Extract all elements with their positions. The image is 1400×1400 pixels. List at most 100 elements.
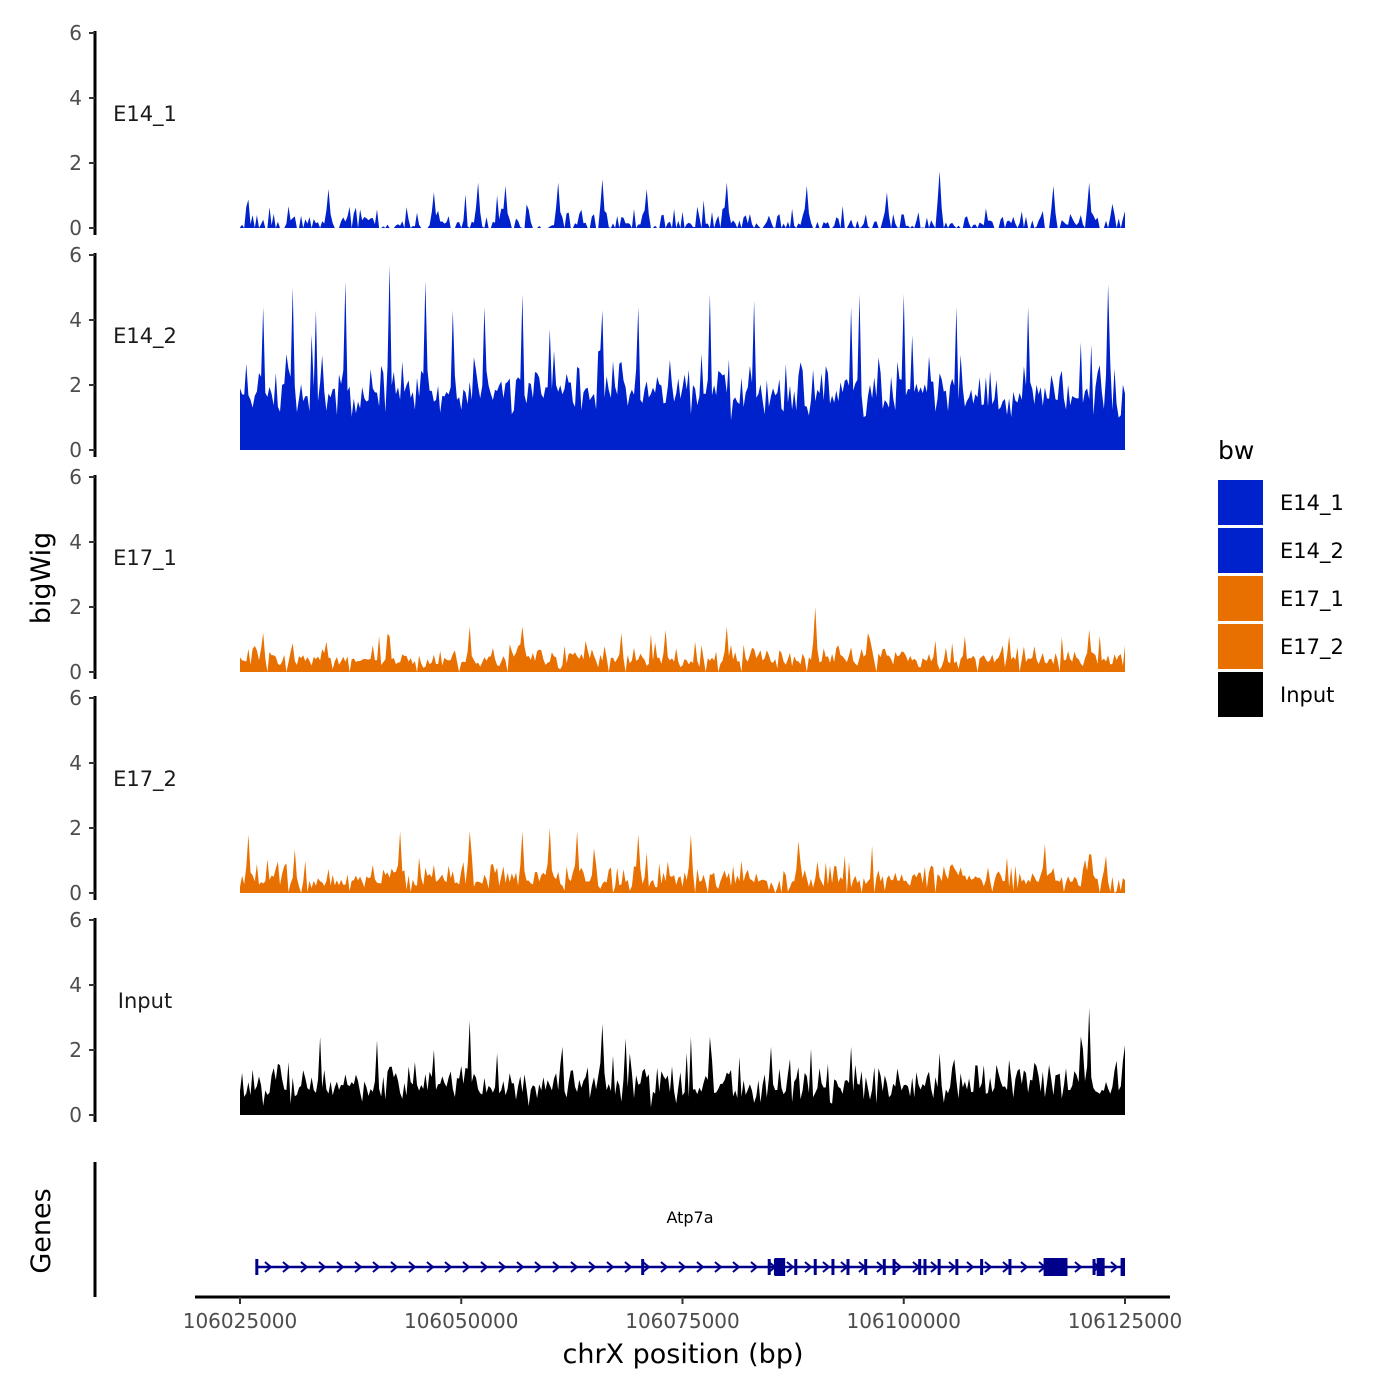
x-tick-label: 106025000 [183,1309,298,1333]
legend-label: E17_1 [1280,587,1344,612]
strand-arrow [516,1261,525,1273]
y-tick-label: 0 [69,438,82,462]
y-tick-label: 4 [69,308,82,332]
y-tick-label: 6 [69,21,82,45]
exon-block [1096,1258,1105,1276]
exon [937,1259,941,1275]
legend: bw E14_1 E14_2 E17_1 E17_2 Input [1218,436,1344,717]
strand-arrow [642,1261,651,1273]
strand-arrow [948,1261,957,1273]
y-tick-label: 6 [69,908,82,932]
track-label: E14_2 [113,324,177,349]
legend-swatch [1218,624,1263,669]
signal-tracks: 0 2 4 6 E14_1 0 2 4 6 E14_2 0 2 4 6 E17_1 0 2 4 6 E17_2 0 2 4 6… [69,21,1125,1127]
exon-block [1043,1258,1068,1276]
strand-arrow [480,1261,489,1273]
track-e14-1: 0 2 4 6 E14_1 [69,21,1125,240]
y-tick-label: 4 [69,973,82,997]
exon [1092,1259,1096,1275]
strand-arrow [588,1261,597,1273]
y-tick-label: 2 [69,1038,82,1062]
signal-area [240,264,1125,450]
strand-arrow [1020,1261,1029,1273]
y-tick-label: 2 [69,151,82,175]
x-tick-label: 106125000 [1068,1309,1183,1333]
strand-arrow [822,1261,831,1273]
exon [918,1259,922,1275]
track-label: E17_1 [113,546,177,571]
y-tick-label: 4 [69,751,82,775]
strand-arrow [300,1261,309,1273]
exon [813,1259,817,1275]
y-tick-label: 2 [69,373,82,397]
strand-arrow [894,1261,903,1273]
legend-swatch [1218,576,1263,621]
x-tick-label: 106050000 [404,1309,519,1333]
exon [864,1259,868,1275]
strand-arrow [462,1261,471,1273]
strand-arrow [390,1261,399,1273]
y-tick-label: 4 [69,530,82,554]
strand-arrow [354,1261,363,1273]
strand-arrow [696,1261,705,1273]
legend-label: E14_2 [1280,539,1344,564]
signal-area [240,1007,1125,1115]
strand-arrow [786,1261,795,1273]
x-axis-title: chrX position (bp) [562,1339,803,1370]
exon [955,1259,959,1275]
y-axis-title: bigWig [26,532,57,625]
signal-area [240,828,1125,893]
exon-block [1120,1258,1125,1276]
y-tick-label: 6 [69,243,82,267]
y-tick-label: 0 [69,1103,82,1127]
track-label: E17_2 [113,767,177,792]
y-tick-label: 0 [69,881,82,905]
strand-arrow [408,1261,417,1273]
legend-label: E17_2 [1280,635,1344,660]
strand-arrow [336,1261,345,1273]
exon [255,1259,259,1275]
exon-block [774,1258,786,1276]
y-tick-label: 6 [69,465,82,489]
legend-swatch [1218,672,1263,717]
legend-label: E14_1 [1280,491,1344,516]
exon [882,1259,886,1275]
strand-arrow [318,1261,327,1273]
x-tick-label: 106100000 [846,1309,961,1333]
legend-label: Input [1280,683,1334,707]
y-tick-label: 0 [69,216,82,240]
track-e17-1: 0 2 4 6 E17_1 [69,465,1125,684]
exon [892,1259,896,1275]
strand-arrow [444,1261,453,1273]
strand-arrow [750,1261,759,1273]
strand-arrow [930,1261,939,1273]
exon [1008,1259,1012,1275]
strand-arrow [282,1261,291,1273]
strand-arrow [660,1261,669,1273]
exon [846,1259,850,1275]
exon [980,1259,984,1275]
legend-title: bw [1218,436,1254,465]
signal-area [240,171,1125,228]
track-e14-2: 0 2 4 6 E14_2 [69,243,1125,462]
strand-arrow [984,1261,993,1273]
x-tick-label: 106075000 [625,1309,740,1333]
y-tick-label: 2 [69,595,82,619]
y-tick-label: 2 [69,816,82,840]
strand-arrow [498,1261,507,1273]
strand-arrow [624,1261,633,1273]
strand-arrow [570,1261,579,1273]
legend-swatch [1218,528,1263,573]
exon [923,1259,927,1275]
exon [767,1259,771,1275]
x-axis: 106025000 106050000 106075000 106100000 1061… [183,1295,1183,1333]
strand-arrow [1110,1261,1119,1273]
track-e17-2: 0 2 4 6 E17_2 [69,686,1125,905]
strand-arrow [372,1261,381,1273]
strand-arrow [804,1261,813,1273]
strand-arrow [606,1261,615,1273]
exon [831,1259,835,1275]
strand-arrow [678,1261,687,1273]
track-input: 0 2 4 6 Input [69,908,1125,1127]
